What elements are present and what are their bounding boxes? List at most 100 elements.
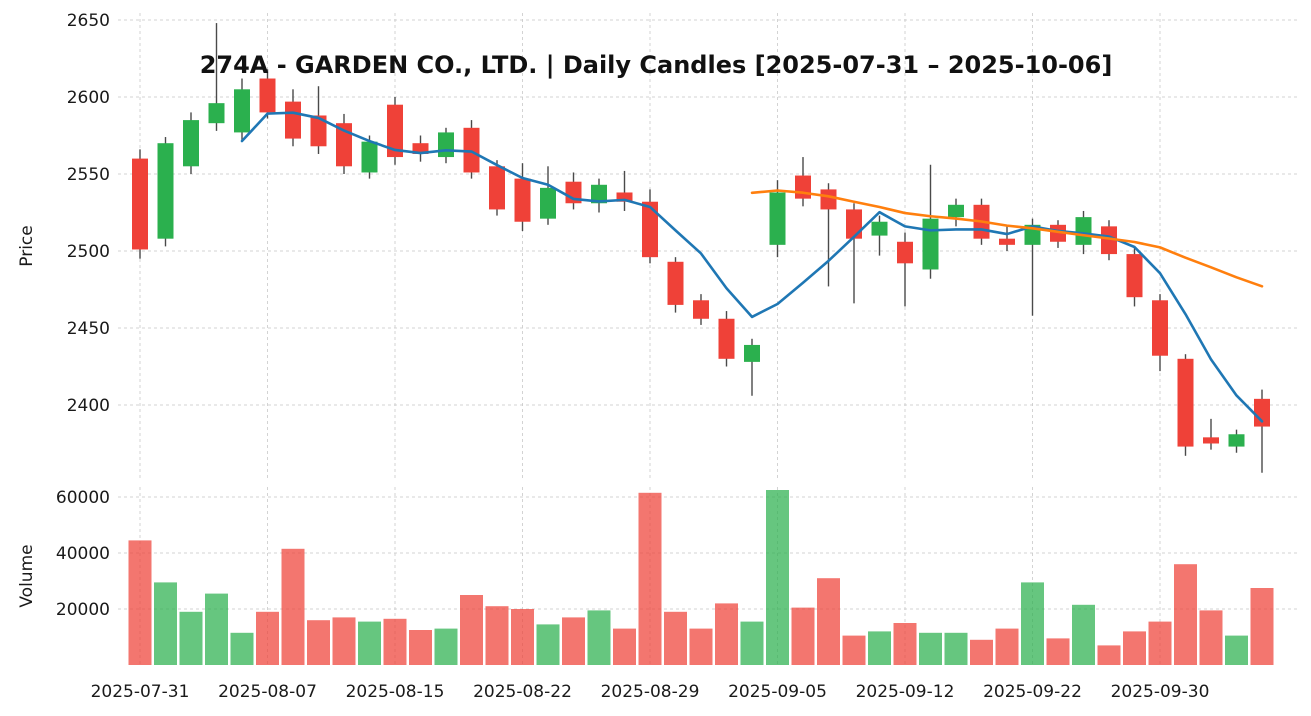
candle-body xyxy=(744,344,760,362)
volume-tick-label: 60000 xyxy=(56,488,110,508)
volume-bar xyxy=(995,628,1019,665)
candle-body xyxy=(922,218,939,270)
candle-body xyxy=(846,209,862,239)
candle-body xyxy=(667,261,684,305)
date-tick-label: 2025-09-22 xyxy=(983,682,1082,702)
volume-bar xyxy=(1174,564,1197,665)
ma-long-line xyxy=(750,189,1264,288)
candle-body xyxy=(361,141,378,173)
volume-bar xyxy=(791,607,815,665)
volume-bar xyxy=(179,611,203,665)
volume-bar xyxy=(230,632,254,665)
volume-bar xyxy=(281,548,305,665)
candle-body xyxy=(999,238,1015,245)
price-tick-label: 2650 xyxy=(67,11,110,31)
volume-bar xyxy=(383,618,407,665)
candle-body xyxy=(336,123,352,167)
volume-bar xyxy=(664,611,687,665)
candle-body xyxy=(769,192,786,245)
date-tick-label: 2025-08-07 xyxy=(218,682,317,702)
volume-bar xyxy=(689,628,713,665)
price-tick-label: 2400 xyxy=(67,396,110,416)
price-tick-label: 2600 xyxy=(67,88,110,108)
candle-body xyxy=(820,189,837,210)
candle-body xyxy=(489,166,505,210)
date-tick-label: 2025-08-15 xyxy=(346,682,445,702)
price-tick-label: 2450 xyxy=(67,319,110,339)
volume-axis-label: Volume xyxy=(17,544,37,607)
date-tick-label: 2025-09-12 xyxy=(856,682,955,702)
candle-body xyxy=(157,143,174,239)
candle-body xyxy=(132,158,148,250)
candle-body xyxy=(540,187,556,219)
volume-bar xyxy=(1021,582,1044,665)
volume-bar xyxy=(1072,604,1095,665)
ma-short-line xyxy=(240,111,1264,423)
volume-tick-label: 40000 xyxy=(56,544,110,564)
candle-body xyxy=(693,300,709,319)
candle-body xyxy=(259,78,276,113)
candle-body xyxy=(616,192,633,202)
moving-average-lines xyxy=(240,111,1264,423)
date-tick-label: 2025-07-31 xyxy=(91,682,190,702)
candle-bodies xyxy=(132,78,1270,447)
volume-bar xyxy=(154,582,177,665)
volume-bar xyxy=(1250,588,1274,665)
candle-body xyxy=(387,104,403,158)
volume-tick-label: 20000 xyxy=(56,600,110,620)
volume-bar xyxy=(970,639,993,665)
candle-body xyxy=(285,101,301,139)
volume-bar xyxy=(562,617,585,665)
chart-title: 274A - GARDEN CO., LTD. | Daily Candles … xyxy=(200,51,1113,79)
candle-body xyxy=(1101,226,1117,255)
volume-bar xyxy=(1123,631,1146,665)
volume-bar xyxy=(715,603,738,665)
candle-body xyxy=(1075,217,1092,245)
candle-body xyxy=(795,175,811,199)
volume-bar xyxy=(1097,645,1121,665)
candle-body xyxy=(1177,358,1194,447)
date-tick-label: 2025-08-29 xyxy=(601,682,700,702)
volume-bar xyxy=(332,617,356,665)
candle-body xyxy=(1152,300,1168,356)
price-tick-label: 2500 xyxy=(67,242,110,262)
volume-bar xyxy=(1199,610,1223,665)
candle-body xyxy=(438,132,454,158)
volume-bar xyxy=(128,540,152,665)
volume-bar xyxy=(766,490,789,665)
price-axis-label: Price xyxy=(17,225,37,266)
volume-bar xyxy=(1046,638,1070,665)
candle-body xyxy=(183,120,199,167)
date-tick-label: 2025-09-30 xyxy=(1111,682,1210,702)
candle-body xyxy=(897,241,913,264)
volume-bars xyxy=(128,490,1274,665)
volume-bar xyxy=(842,635,866,665)
volume-bar xyxy=(1225,635,1248,665)
volume-bar xyxy=(511,609,534,665)
candle-body xyxy=(1254,398,1270,427)
volume-bar xyxy=(307,620,330,665)
volume-bar xyxy=(638,492,662,665)
volume-bar xyxy=(868,631,891,665)
candle-body xyxy=(1203,437,1219,444)
candle-body xyxy=(463,127,480,173)
price-tick-label: 2550 xyxy=(67,165,110,185)
volume-bar xyxy=(817,578,840,665)
candle-body xyxy=(948,204,964,218)
gridlines xyxy=(118,13,1298,665)
candle-body xyxy=(1126,254,1143,298)
volume-bar xyxy=(409,630,432,665)
volume-bar xyxy=(740,621,764,665)
candle-body xyxy=(310,115,327,147)
candle-body xyxy=(412,143,429,154)
volume-bar xyxy=(358,621,381,665)
candle-body xyxy=(1228,434,1245,447)
candle-body xyxy=(234,89,250,133)
volume-bar xyxy=(919,632,942,665)
volume-bar xyxy=(485,606,509,665)
volume-bar xyxy=(536,624,560,665)
volume-bar xyxy=(613,628,636,665)
volume-bar xyxy=(256,611,279,665)
